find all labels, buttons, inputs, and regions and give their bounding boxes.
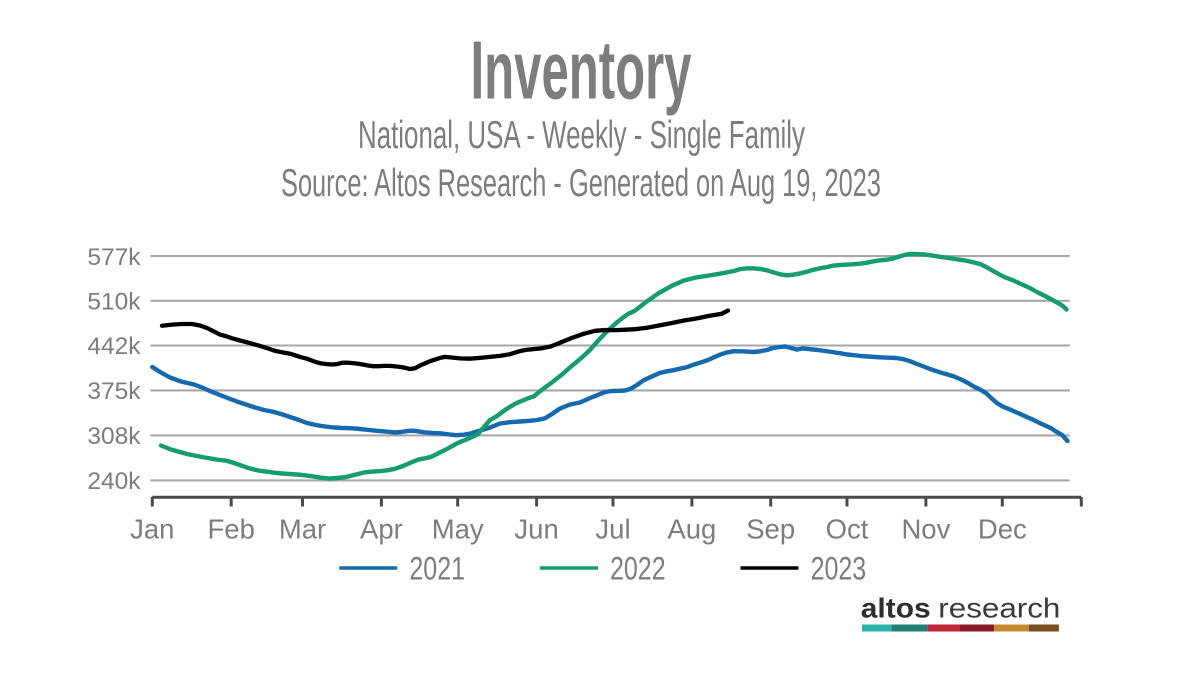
- svg-text:altos: altos: [861, 593, 931, 624]
- svg-text:Jan: Jan: [130, 514, 174, 545]
- svg-text:National, USA - Weekly - Singl: National, USA - Weekly - Single Family: [358, 114, 805, 157]
- svg-text:240k: 240k: [87, 468, 141, 495]
- svg-text:Inventory: Inventory: [471, 25, 692, 117]
- svg-text:375k: 375k: [87, 378, 141, 405]
- svg-text:Source: Altos Research - Gener: Source: Altos Research - Generated on Au…: [281, 162, 881, 205]
- svg-text:Apr: Apr: [360, 514, 403, 545]
- svg-text:Mar: Mar: [279, 514, 326, 545]
- svg-text:442k: 442k: [87, 333, 141, 360]
- svg-text:Aug: Aug: [667, 514, 716, 545]
- svg-text:Jun: Jun: [514, 514, 558, 545]
- svg-text:Sep: Sep: [746, 514, 795, 545]
- svg-text:research: research: [938, 593, 1060, 624]
- svg-text:510k: 510k: [87, 289, 141, 316]
- svg-text:Dec: Dec: [978, 514, 1027, 545]
- svg-text:Oct: Oct: [826, 514, 869, 545]
- svg-text:2022: 2022: [610, 551, 666, 587]
- svg-text:2023: 2023: [811, 551, 867, 587]
- svg-text:Nov: Nov: [901, 514, 950, 545]
- svg-text:577k: 577k: [87, 244, 141, 271]
- svg-text:308k: 308k: [87, 423, 141, 450]
- svg-text:2021: 2021: [409, 551, 465, 587]
- svg-text:May: May: [432, 514, 484, 545]
- svg-text:Jul: Jul: [595, 514, 630, 545]
- svg-text:Feb: Feb: [208, 514, 255, 545]
